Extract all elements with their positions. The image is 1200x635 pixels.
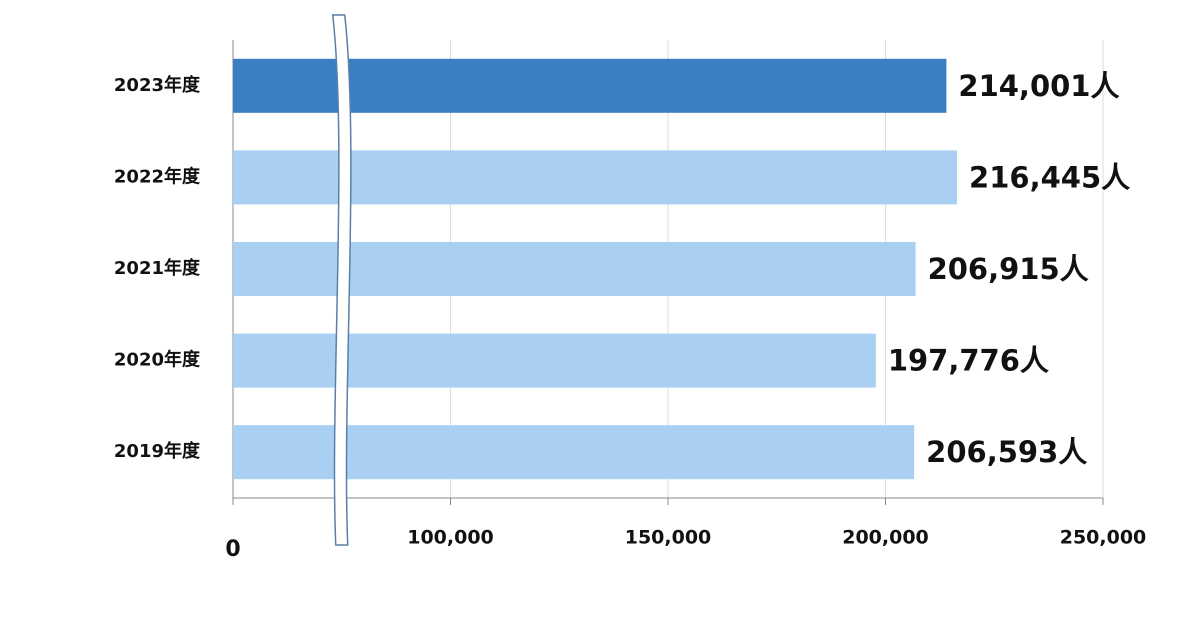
- value-label: 197,776人: [888, 344, 1049, 378]
- bar: [233, 150, 958, 205]
- x-tick-label: 150,000: [625, 527, 712, 549]
- bar: [233, 58, 947, 113]
- y-tick-label: 2023年度: [114, 74, 201, 96]
- y-tick-label: 2021年度: [114, 257, 201, 279]
- y-tick-label: 2020年度: [114, 349, 201, 371]
- y-tick-label: 2019年度: [114, 440, 201, 462]
- value-label: 206,593人: [926, 435, 1087, 469]
- value-label: 206,915人: [928, 252, 1089, 286]
- y-tick-label: 2022年度: [114, 165, 201, 187]
- value-label: 214,001人: [958, 69, 1119, 103]
- axis-break: [331, 14, 352, 546]
- bar: [233, 242, 916, 296]
- x-tick-label: 200,000: [842, 527, 929, 549]
- value-label: 216,445人: [969, 160, 1130, 194]
- x-tick-label: 100,000: [407, 527, 494, 549]
- x-tick-label: 0: [225, 537, 240, 562]
- bar: [233, 333, 876, 388]
- x-tick-label: 250,000: [1060, 527, 1147, 549]
